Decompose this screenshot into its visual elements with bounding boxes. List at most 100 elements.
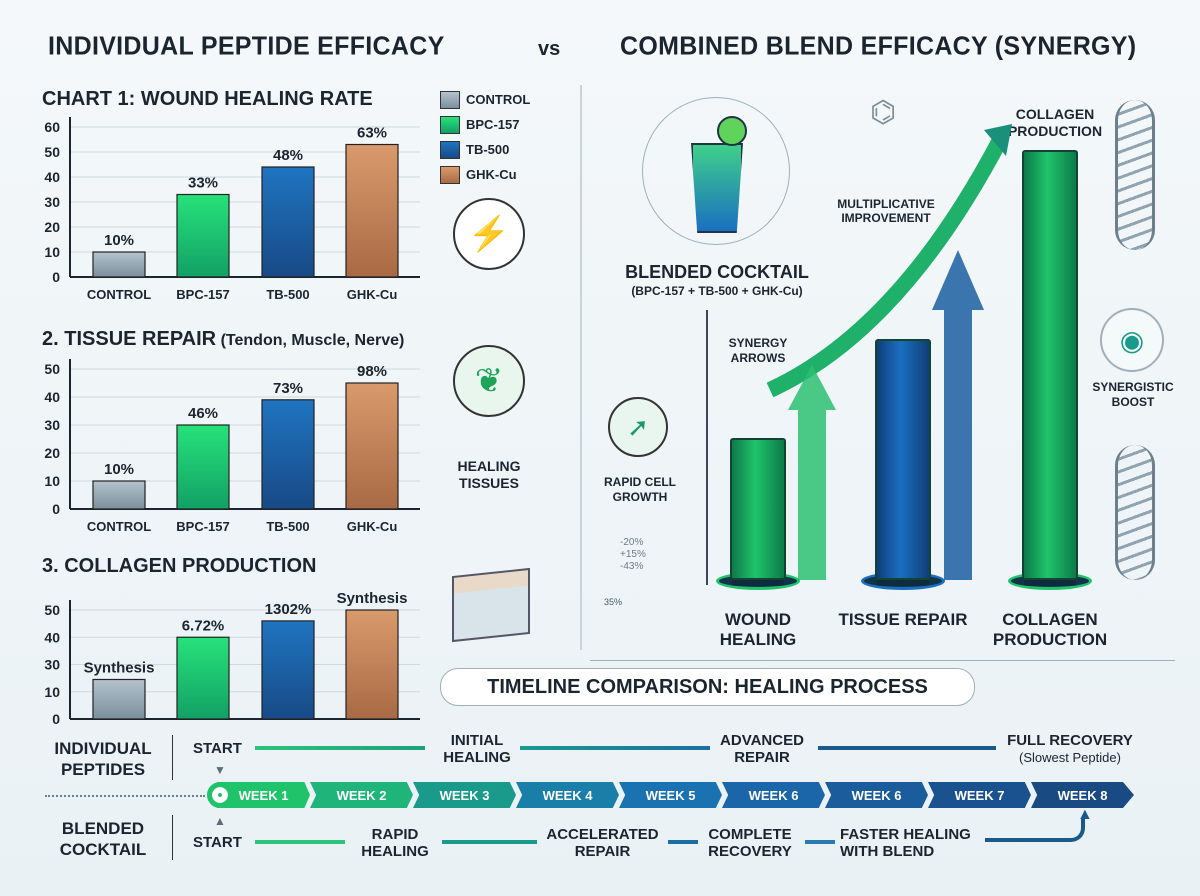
bar-control xyxy=(92,480,146,510)
data-label: 1302% xyxy=(265,601,312,618)
x-tick-label: CONTROL xyxy=(87,287,151,302)
legend-swatch xyxy=(440,90,460,109)
bar-ghk-cu xyxy=(345,143,399,278)
data-label: Synthesis xyxy=(84,659,155,676)
y-tick-label: 50 xyxy=(44,144,60,160)
left-title: INDIVIDUAL PEPTIDE EFFICACY xyxy=(48,31,445,61)
blend-arrow-5-head: ▲ xyxy=(1077,806,1093,823)
blend-bar-1 xyxy=(730,438,786,580)
individual-label: INDIVIDUAL PEPTIDES xyxy=(54,739,152,779)
week-segment: WEEK 8 xyxy=(1031,782,1134,808)
ind-initial: INITIAL HEALING xyxy=(443,732,511,766)
cell-growth-icon: ➚ xyxy=(608,397,668,457)
y-tick-label: 60 xyxy=(44,119,60,135)
data-label: 10% xyxy=(104,461,134,478)
y-tick-label: 40 xyxy=(44,389,60,405)
bar-control xyxy=(92,678,146,720)
blend-arrow-3 xyxy=(668,840,698,844)
data-label: 73% xyxy=(273,380,303,397)
legend: CONTROL BPC-157 TB-500 GHK-Cu xyxy=(440,87,530,187)
rapid-growth-label: RAPID CELL GROWTH xyxy=(604,475,676,504)
legend-swatch xyxy=(440,165,460,184)
y-tick-label: 0 xyxy=(52,711,60,727)
week-segment: WEEK 6 xyxy=(722,782,825,808)
data-label: 46% xyxy=(188,405,218,422)
chart3-title: 3. COLLAGEN PRODUCTION xyxy=(42,555,317,577)
sep1 xyxy=(172,735,173,780)
timeline-start-dot xyxy=(207,782,233,808)
ind-full: FULL RECOVERY xyxy=(1007,732,1133,749)
blue-up-arrow xyxy=(932,250,984,580)
ind-arrow-2 xyxy=(520,746,710,750)
legend-label: BPC-157 xyxy=(466,117,520,132)
right-title: COMBINED BLEND EFFICACY (SYNERGY) xyxy=(620,31,1137,61)
y-tick-label: 40 xyxy=(44,629,60,645)
cocktail-subtitle: (BPC-157 + TB-500 + GHK-Cu) xyxy=(631,284,803,298)
synergy-arrows xyxy=(766,124,1012,580)
x-tick-label: GHK-Cu xyxy=(347,287,398,302)
y-tick-label: 30 xyxy=(44,194,60,210)
blend-faster: FASTER HEALING WITH BLEND xyxy=(840,826,971,860)
data-label: 6.72% xyxy=(182,617,225,634)
blended-label: BLENDED COCKTAIL xyxy=(59,819,147,859)
left-charts: 0 10 20 30 40 50 60 10% CONTROL 33% BPC-157 48% TB-5… xyxy=(44,117,420,727)
blend-arrow-1 xyxy=(255,840,345,844)
ind-start: START xyxy=(193,740,242,757)
marker-down: ▼ xyxy=(214,763,226,777)
dna-icon-top xyxy=(1115,100,1155,250)
y-tick-label: 50 xyxy=(44,361,60,377)
ind-advanced: ADVANCED REPAIR xyxy=(720,732,804,766)
legend-swatch xyxy=(440,115,460,134)
week-segment: WEEK 7 xyxy=(928,782,1031,808)
blend-bar-2 xyxy=(875,339,931,580)
cocktail-glass-icon xyxy=(642,97,790,245)
blend-arrow-2 xyxy=(442,840,537,844)
bar-ghk-cu xyxy=(345,609,399,720)
data-label: 10% xyxy=(104,232,134,249)
x-tick-label: GHK-Cu xyxy=(347,519,398,534)
x-tick-label: BPC-157 xyxy=(176,287,229,302)
timeline-title: TIMELINE COMPARISON: HEALING PROCESS xyxy=(440,668,975,706)
y-tick-label: 30 xyxy=(44,657,60,673)
blend-complete: COMPLETE RECOVERY xyxy=(708,826,792,860)
y-tick-label: 20 xyxy=(44,219,60,235)
x-tick-label: TB-500 xyxy=(266,519,309,534)
marker-up: ▲ xyxy=(214,814,226,828)
bar-bpc-157 xyxy=(176,636,230,720)
dna-icon-bottom xyxy=(1115,445,1155,580)
blend-accelerated: ACCELERATED REPAIR xyxy=(546,826,659,860)
ind-full-note: (Slowest Peptide) xyxy=(1019,750,1121,765)
green-up-arrow xyxy=(788,365,836,580)
week-segment: WEEK 2 xyxy=(310,782,413,808)
x-tick-label: TB-500 xyxy=(266,287,309,302)
wound-icon: ⚡ xyxy=(453,198,525,270)
top-collagen-label: COLLAGEN PRODUCTION xyxy=(1007,106,1103,139)
week-segment: WEEK 6 xyxy=(825,782,928,808)
data-label: 63% xyxy=(357,125,387,142)
week-segment: WEEK 3 xyxy=(413,782,516,808)
bar-control xyxy=(92,251,146,278)
legend-item: CONTROL xyxy=(440,87,530,112)
stat-35: 35% xyxy=(604,597,623,607)
data-label: 33% xyxy=(188,175,218,192)
chart2-title-wrap: 2. TISSUE REPAIR (Tendon, Muscle, Nerve) xyxy=(42,328,404,351)
legend-label: CONTROL xyxy=(466,92,531,107)
curved-arrow-head xyxy=(984,124,1012,156)
y-tick-label: 10 xyxy=(44,244,60,260)
y-tick-label: 20 xyxy=(44,445,60,461)
week-segment: WEEK 4 xyxy=(516,782,619,808)
blend-axis xyxy=(706,310,708,585)
bar-tb-500 xyxy=(261,166,315,278)
bar-bpc-157 xyxy=(176,424,230,510)
chart2-subtitle: (Tendon, Muscle, Nerve) xyxy=(220,332,405,349)
stats-list: -20% +15% -43% xyxy=(620,537,646,573)
muscle-tissue-icon: ❦ xyxy=(453,345,525,417)
y-tick-label: 40 xyxy=(44,169,60,185)
blend-arrow-4 xyxy=(805,840,835,844)
data-label: Synthesis xyxy=(337,590,408,607)
y-tick-label: 0 xyxy=(52,501,60,517)
blend-bar-3 xyxy=(1022,150,1078,580)
blend-rapid: RAPID HEALING xyxy=(361,826,429,860)
synergistic-boost-label: SYNERGISTIC BOOST xyxy=(1092,380,1174,409)
legend-item: TB-500 xyxy=(440,137,530,162)
